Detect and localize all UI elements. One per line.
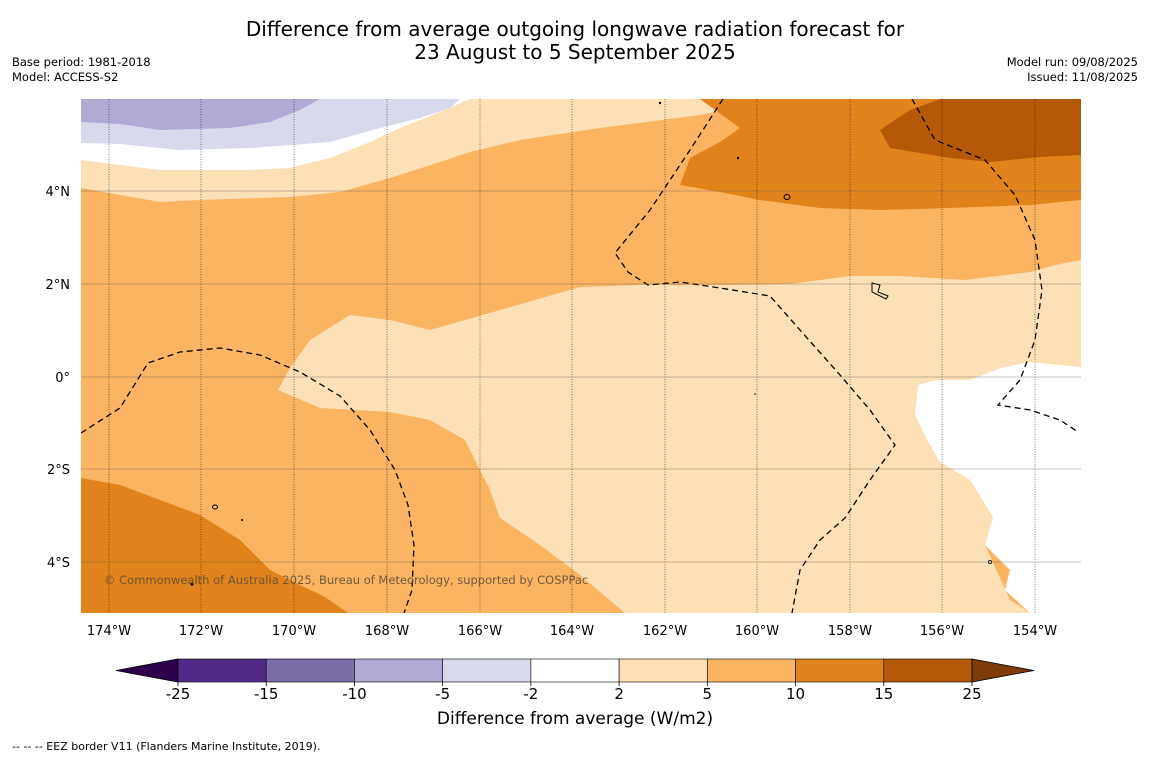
colorbar-tick-label: 25: [962, 685, 981, 703]
longitude-label: 174°W: [87, 624, 131, 639]
latitude-label: 2°N: [46, 278, 71, 293]
colorbar-swatch: [618, 658, 708, 683]
field-15-25-ne: [880, 99, 1081, 162]
meta-right: Model run: 09/08/2025 Issued: 11/08/2025: [1007, 55, 1138, 85]
longitude-label: 158°W: [828, 624, 872, 639]
longitude-label: 172°W: [179, 624, 223, 639]
colorbar-tick-label: -10: [342, 685, 367, 703]
field-2-5-central: [278, 260, 1081, 613]
model-run: Model run: 09/08/2025: [1006, 55, 1138, 69]
colorbar-swatch: [530, 658, 620, 683]
colorbar-swatch: [354, 658, 443, 683]
island-dot-6: [241, 519, 243, 521]
title-line-2: 23 August to 5 September 2025: [414, 40, 736, 64]
latitude-label: 0°: [55, 371, 70, 386]
field-2-5-north-strip: [81, 99, 780, 202]
colorbar-tick-label: -25: [166, 685, 191, 703]
copyright-text: © Commonwealth of Australia 2025, Bureau…: [104, 573, 588, 587]
model-name: Model: ACCESS-S2: [12, 70, 119, 84]
latitude-label: 4°S: [47, 556, 70, 571]
longitude-label: 156°W: [920, 624, 964, 639]
colorbar-tick-label: -5: [435, 685, 450, 703]
colorbar-tick-label: -15: [254, 685, 279, 703]
longitude-label: 170°W: [272, 624, 316, 639]
colorbar-tick-label: 5: [703, 685, 713, 703]
latitude-label: 2°S: [47, 463, 70, 478]
longitude-label: 160°W: [735, 624, 779, 639]
field-minus10-minus5: [81, 99, 320, 130]
longitude-label: 164°W: [550, 624, 594, 639]
colorbar-tick-label: -2: [523, 685, 538, 703]
colorbar: -25 -15 -10 -5 -2 2 5 10 15 25: [115, 658, 1035, 703]
meta-left: Base period: 1981-2018 Model: ACCESS-S2: [12, 55, 151, 85]
longitude-label: 154°W: [1013, 624, 1057, 639]
eez-border-north: [614, 99, 896, 613]
colorbar-swatch: [883, 658, 973, 683]
colorbar-label: Difference from average (W/m2): [436, 709, 714, 729]
longitude-label: 168°W: [365, 624, 409, 639]
eez-legend: -- -- -- EEZ border V11 (Flanders Marine…: [12, 740, 321, 753]
grid-lines: [81, 99, 1081, 613]
island-dot-3: [658, 101, 662, 105]
colorbar-tick-label: 15: [874, 685, 893, 703]
colorbar-under-arrow: [115, 658, 179, 683]
map-fields: [81, 99, 1081, 613]
colorbar-swatch: [265, 658, 355, 683]
title-line-1: Difference from average outgoing longwav…: [245, 17, 905, 41]
colorbar-over-arrow: [971, 658, 1035, 683]
field-10-15-sw: [81, 478, 348, 613]
island-dot-4: [736, 156, 740, 160]
island-outline: [871, 282, 889, 300]
longitude-label: 162°W: [643, 624, 687, 639]
colorbar-tick-label: 10: [786, 685, 805, 703]
colorbar-tick-label: 2: [614, 685, 624, 703]
longitude-label: 166°W: [458, 624, 502, 639]
base-period: Base period: 1981-2018: [12, 55, 151, 69]
colorbar-swatch: [177, 658, 267, 683]
latitude-labels: 4°N 2°N 0° 2°S 4°S: [46, 185, 71, 571]
colorbar-swatch: [442, 658, 532, 683]
island-dot-8: [754, 393, 756, 395]
colorbar-swatch: [795, 658, 885, 683]
eez-border-west: [81, 347, 415, 613]
colorbar-swatch: [707, 658, 796, 683]
longitude-labels: 174°W 172°W 170°W 168°W 166°W 164°W 162°W 160°W…: [87, 624, 1057, 639]
chart-title: Difference from average outgoing longwav…: [0, 18, 1150, 64]
island-dot-5: [190, 582, 194, 586]
island-dot-2: [212, 504, 218, 510]
issued-date: Issued: 11/08/2025: [1027, 70, 1138, 84]
latitude-label: 4°N: [46, 185, 71, 200]
field-minus2-2-east: [915, 362, 1081, 613]
island-dot-1: [783, 194, 791, 200]
